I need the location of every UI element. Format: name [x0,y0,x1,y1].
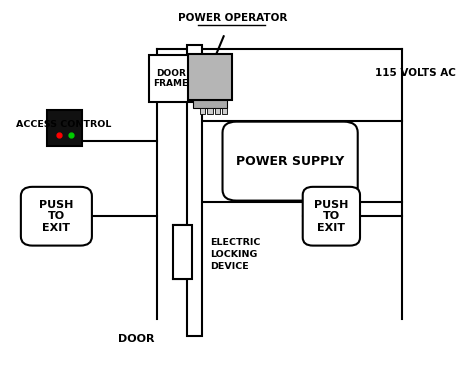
Text: POWER SUPPLY: POWER SUPPLY [236,155,344,168]
Bar [192,100,228,108]
FancyBboxPatch shape [303,187,360,246]
Bar [149,55,193,102]
Bar [47,110,82,147]
Bar [188,54,232,100]
Bar [222,108,228,114]
Bar [173,225,191,279]
Text: DOOR: DOOR [118,334,155,344]
FancyBboxPatch shape [222,122,358,201]
Text: PUSH
TO
EXIT: PUSH TO EXIT [314,199,348,233]
Text: ELECTRIC
LOCKING
DEVICE: ELECTRIC LOCKING DEVICE [210,239,260,271]
Text: POWER OPERATOR: POWER OPERATOR [178,13,288,23]
Text: DOOR
FRAME: DOOR FRAME [154,69,189,88]
Bar [200,108,205,114]
Text: ACCESS CONTROL: ACCESS CONTROL [16,120,111,129]
Bar [187,46,201,336]
Bar [215,108,220,114]
Text: 115 VOLTS AC: 115 VOLTS AC [375,68,456,78]
FancyBboxPatch shape [21,187,92,246]
Bar [207,108,213,114]
Text: PUSH
TO
EXIT: PUSH TO EXIT [39,199,73,233]
